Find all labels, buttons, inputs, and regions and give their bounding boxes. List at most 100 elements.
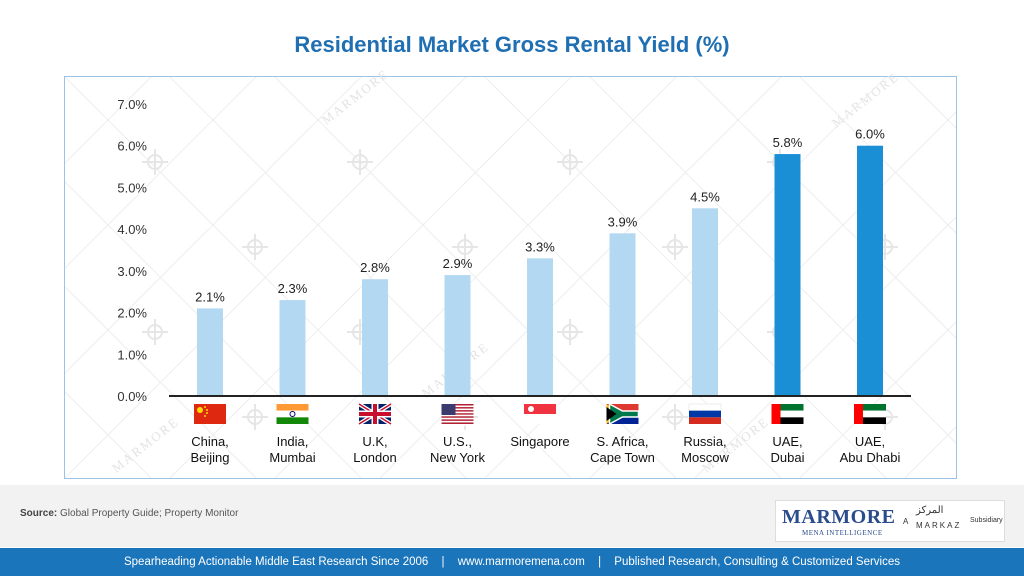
compass-mark [142, 319, 168, 345]
category-label: UAE, [855, 434, 885, 449]
flag-stripe [441, 407, 474, 409]
pattern-line [65, 391, 152, 478]
compass-mark [662, 234, 688, 260]
flag-stripe [441, 410, 474, 412]
flag-stripe [771, 404, 804, 411]
compass-mark [242, 404, 268, 430]
source-label: Source: [20, 508, 58, 519]
category-label: Dubai [771, 450, 805, 465]
flag-cross [359, 412, 391, 416]
footer-website[interactable]: www.marmoremena.com [457, 556, 585, 568]
flag-stripe [441, 420, 474, 423]
flag-stripe [441, 408, 474, 411]
flag-stripe [441, 417, 474, 420]
compass-mark [557, 149, 583, 175]
category-label: China, [191, 434, 229, 449]
flag-stripe [854, 404, 886, 411]
flag-star [206, 412, 208, 414]
flag-moon [528, 406, 534, 412]
data-label: 2.8% [360, 260, 390, 275]
flag-band [854, 404, 863, 424]
flag-stripe [441, 411, 474, 414]
flag-stripe [441, 405, 474, 408]
compass-mark [142, 149, 168, 175]
footer-services: Published Research, Consulting & Customi… [614, 556, 901, 568]
logo-arabic: المركز [916, 505, 944, 516]
category-label: Singapore [510, 434, 569, 449]
compass-mark [452, 234, 478, 260]
footer-tagline: Spearheading Actionable Middle East Rese… [123, 556, 429, 568]
flag-stripe [276, 404, 309, 411]
south-africa-flag-icon [606, 402, 640, 426]
flag-field [194, 404, 226, 424]
flag-stripe [854, 410, 886, 418]
logo-name: MARMORE [782, 506, 896, 528]
singapore-flag-icon [524, 404, 556, 424]
pattern-line [799, 77, 956, 234]
footer-separator: | [598, 556, 602, 568]
flag-stripe [771, 417, 804, 424]
y-tick-label: 0.0% [117, 389, 147, 404]
category-label: U.K, [362, 434, 387, 449]
bar [197, 308, 223, 396]
data-label: 2.1% [195, 289, 225, 304]
compass-mark [557, 319, 583, 345]
flag-stripe [441, 404, 474, 406]
bar [527, 258, 553, 396]
logo: MARMORE MENA INTELLIGENCE A المركز MARKA… [775, 500, 1005, 542]
flag-star [204, 415, 206, 417]
pattern-line [65, 77, 152, 164]
us-flag-icon [441, 404, 474, 426]
compass-mark [662, 404, 688, 430]
flag-stripe [689, 410, 721, 418]
flag-stripe [606, 404, 639, 414]
flag-pall [608, 402, 640, 426]
flag-stripe [524, 404, 556, 414]
flag-stripe [771, 410, 804, 418]
russia-flag-icon [688, 403, 722, 424]
bar [857, 145, 883, 396]
flag-stripe [441, 416, 474, 418]
flag-stripe [276, 410, 309, 418]
category-label: Moscow [681, 450, 729, 465]
y-tick-label: 2.0% [117, 306, 147, 321]
category-label: Mumbai [269, 450, 315, 465]
source-note: Source: Global Property Guide; Property … [20, 508, 238, 519]
bar [774, 154, 801, 396]
category-label: London [353, 450, 396, 465]
y-tick-label: 1.0% [117, 347, 147, 362]
flag-stripe [688, 403, 722, 411]
bar [692, 208, 718, 396]
y-tick-label: 3.0% [117, 264, 147, 279]
category-label: U.S., [443, 434, 472, 449]
uae-flag-icon [771, 404, 804, 424]
flag-stripe [441, 422, 474, 424]
bar [444, 275, 471, 396]
data-label: 2.9% [443, 256, 473, 271]
pattern-line [694, 216, 956, 478]
flag-stripe [441, 414, 474, 417]
y-tick-label: 4.0% [117, 222, 147, 237]
category-label: Beijing [190, 450, 229, 465]
flag-stripe [276, 417, 309, 424]
pattern-line [65, 77, 362, 374]
data-label: 3.9% [608, 214, 638, 229]
pattern-line [169, 77, 572, 478]
category-label: Cape Town [590, 450, 655, 465]
pattern-line [65, 77, 257, 269]
logo-subsidiary: Subsidiary [970, 517, 1003, 524]
bar [362, 279, 388, 396]
footer-bar: Spearheading Actionable Middle East Rese… [0, 548, 1024, 576]
pattern-line [65, 286, 257, 478]
logo-connector: A [903, 517, 909, 526]
china-flag-icon [194, 404, 226, 424]
logo-parent: MARKAZ [916, 521, 962, 530]
category-label: S. Africa, [596, 434, 648, 449]
pattern-line [65, 77, 467, 478]
data-label: 4.5% [690, 189, 720, 204]
footer-separator: | [441, 556, 445, 568]
flag-stripe [441, 424, 474, 426]
data-label: 3.3% [525, 239, 555, 254]
flag-stripe [689, 417, 721, 424]
category-label: UAE, [772, 434, 802, 449]
